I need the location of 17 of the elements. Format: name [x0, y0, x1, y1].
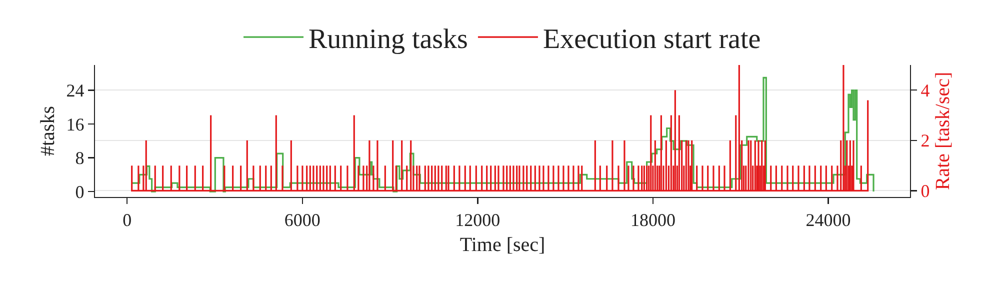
y2-axis-title: Rate [task/sec]	[932, 72, 954, 190]
x-tick-label: 12000	[455, 210, 500, 230]
x-tick-label: 18000	[630, 210, 676, 230]
legend-label: Running tasks	[308, 24, 468, 55]
y2-tick-label: 2	[920, 130, 930, 151]
y-tick-label: 8	[75, 148, 84, 168]
y-tick-label: 16	[66, 114, 84, 134]
x-tick-label: 6000	[284, 210, 320, 230]
x-tick-label: 24000	[806, 210, 851, 230]
y-tick-label: 0	[75, 182, 84, 202]
y-tick-label: 24	[66, 80, 84, 101]
y2-tick-label: 0	[920, 181, 930, 202]
y2-tick-label: 4	[920, 80, 930, 100]
legend-label: Execution start rate	[542, 24, 761, 55]
x-tick-label: 0	[122, 210, 132, 230]
x-axis-title: Time [sec]	[460, 234, 546, 256]
y-axis-title: #tasks	[36, 106, 59, 156]
